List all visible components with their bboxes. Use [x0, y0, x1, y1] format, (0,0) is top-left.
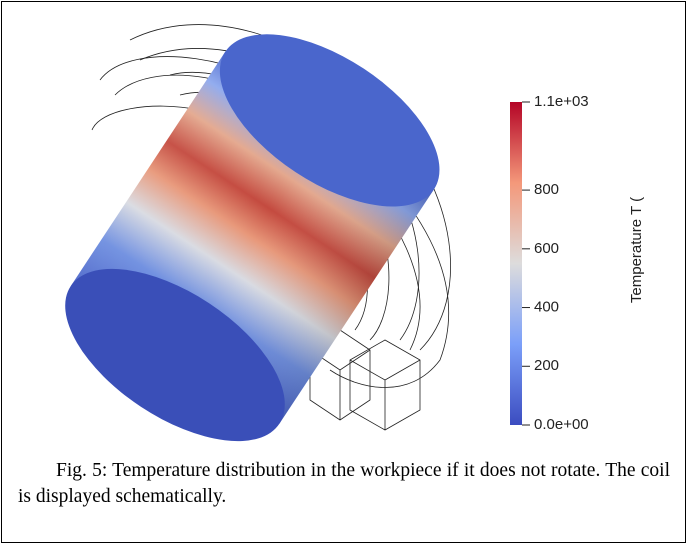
- colorbar-tick-label: 0.0e+00: [534, 416, 589, 433]
- colorbar-axis: 0.0e+00 200 400 600 800 1.1e+03: [522, 93, 589, 433]
- colorbar-tick-label: 200: [534, 357, 559, 374]
- colorbar-tick-label: 800: [534, 181, 559, 198]
- colorbar-tick-label: 600: [534, 240, 559, 257]
- colorbar: [510, 102, 522, 425]
- colorbar-title: Temperature T (: [628, 197, 645, 303]
- colorbar-tick-label: 1.1e+03: [534, 93, 589, 110]
- colorbar-tick-label: 400: [534, 299, 559, 316]
- caption: Fig. 5: Temperature distribution in the …: [18, 460, 670, 507]
- workpiece: [65, 34, 440, 442]
